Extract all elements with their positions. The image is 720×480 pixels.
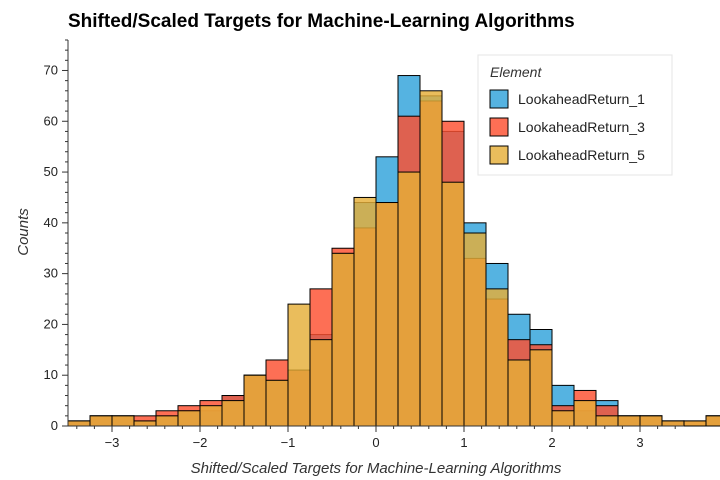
bar-LookaheadReturn_5-14: [375, 202, 399, 427]
bar-LookaheadReturn_5-18: [463, 232, 487, 427]
bar-LookaheadReturn_5-22: [551, 410, 575, 427]
bar-LookaheadReturn_5-1: [89, 415, 113, 427]
bar-LookaheadReturn_5-12: [331, 252, 355, 427]
y-axis-label: Counts: [15, 208, 32, 256]
legend-swatch-LookaheadReturn_1: [489, 89, 509, 109]
bar-LookaheadReturn_5-5: [177, 410, 201, 427]
bar-LookaheadReturn_5-26: [639, 415, 663, 427]
x-tick-label-2: 2: [548, 435, 555, 450]
bar-LookaheadReturn_5-20: [507, 359, 531, 427]
legend: Element LookaheadReturn_1 LookaheadReturn_…: [477, 54, 673, 176]
bar-LookaheadReturn_5-15: [397, 171, 421, 427]
legend-swatch-LookaheadReturn_5: [489, 145, 509, 165]
x-tick-label-3: 3: [636, 435, 643, 450]
bar-LookaheadReturn_5-7: [221, 400, 245, 427]
bar-LookaheadReturn_5-24: [595, 415, 619, 427]
axes-layer: 0 10 20 30 40 50 60 70 −3 −2 −1 0 1 2 3: [44, 39, 684, 450]
y-tick-label-60: 60: [44, 113, 58, 128]
bar-LookaheadReturn_5-11: [309, 339, 333, 427]
bar-LookaheadReturn_5-21: [529, 349, 553, 427]
bar-LookaheadReturn_5-17: [441, 181, 465, 427]
bar-LookaheadReturn_5-8: [243, 374, 267, 427]
bar-LookaheadReturn_5-27: [661, 420, 685, 427]
y-tick-label-40: 40: [44, 215, 58, 230]
legend-box: [477, 54, 673, 176]
x-tick-label--2: −2: [193, 435, 208, 450]
bar-LookaheadReturn_5-25: [617, 415, 641, 427]
bar-LookaheadReturn_5-9: [265, 379, 289, 427]
y-tick-label-20: 20: [44, 316, 58, 331]
bar-LookaheadReturn_5-2: [111, 415, 135, 427]
x-tick-label--1: −1: [281, 435, 296, 450]
y-tick-label-0: 0: [51, 418, 58, 433]
y-tick-label-50: 50: [44, 164, 58, 179]
legend-title: Element: [490, 64, 542, 80]
legend-swatch-LookaheadReturn_3: [489, 117, 509, 137]
bar-LookaheadReturn_5-0: [67, 420, 91, 427]
bar-LookaheadReturn_5-29: [705, 415, 720, 427]
bar-LookaheadReturn_5-13: [353, 196, 377, 427]
legend-label-LookaheadReturn_5: LookaheadReturn_5: [518, 147, 645, 163]
x-axis-label: Shifted/Scaled Targets for Machine-Learn…: [191, 460, 562, 477]
legend-label-LookaheadReturn_1: LookaheadReturn_1: [518, 91, 645, 107]
bar-LookaheadReturn_5-4: [155, 415, 179, 427]
x-tick-label--3: −3: [105, 435, 120, 450]
bar-LookaheadReturn_5-10: [287, 303, 311, 427]
y-tick-label-10: 10: [44, 367, 58, 382]
bar-LookaheadReturn_5-6: [199, 405, 223, 427]
legend-label-LookaheadReturn_3: LookaheadReturn_3: [518, 119, 645, 135]
bar-LookaheadReturn_5-28: [683, 420, 707, 427]
y-tick-label-30: 30: [44, 266, 58, 281]
bar-LookaheadReturn_5-16: [419, 90, 443, 427]
x-tick-label-0: 0: [372, 435, 379, 450]
x-tick-label-1: 1: [460, 435, 467, 450]
chart-title: Shifted/Scaled Targets for Machine-Learn…: [68, 11, 575, 32]
bar-LookaheadReturn_5-23: [573, 400, 597, 427]
bar-LookaheadReturn_5-3: [133, 420, 157, 427]
y-tick-label-70: 70: [44, 62, 58, 77]
bar-LookaheadReturn_5-19: [485, 288, 509, 427]
